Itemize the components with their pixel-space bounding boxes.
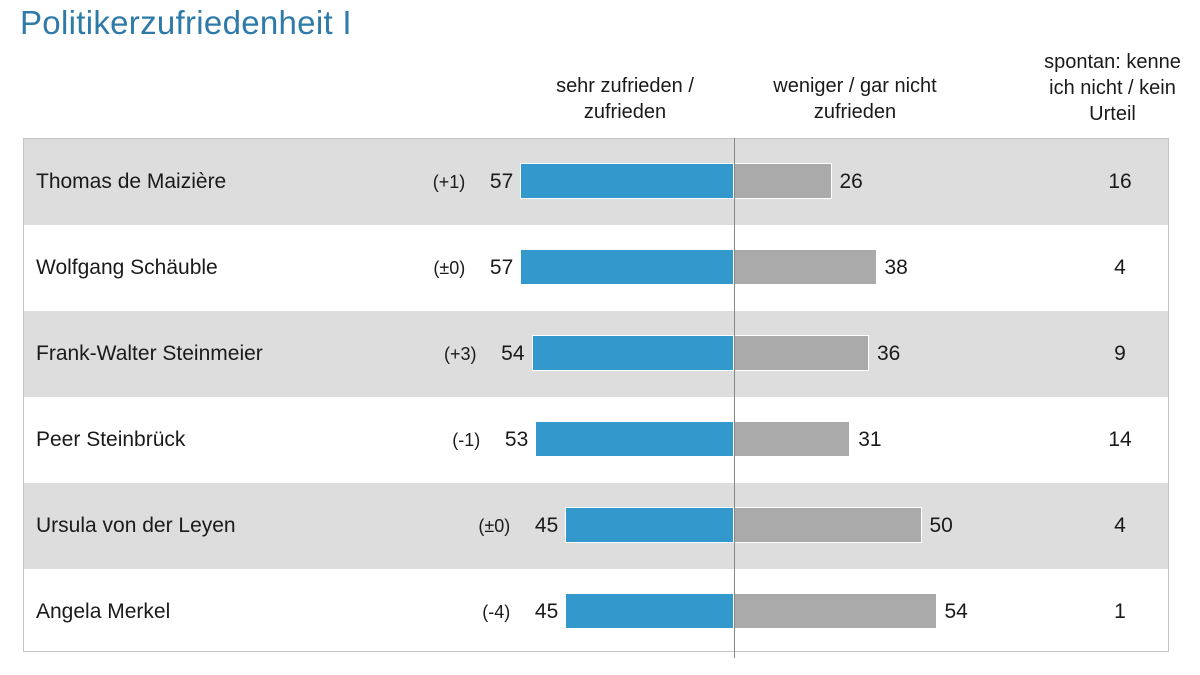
table-frame xyxy=(23,138,1169,652)
value-satisfied: 57 xyxy=(489,170,514,193)
bar-dissatisfied xyxy=(734,507,922,543)
column-header-satisfied-line2: zufrieden xyxy=(583,101,667,123)
politician-name: Frank-Walter Steinmeier xyxy=(36,342,263,365)
politician-name: Peer Steinbrück xyxy=(36,428,186,451)
column-header-dissatisfied: weniger / gar nicht zufrieden xyxy=(745,73,965,125)
table-row: Thomas de Maizière 57 (+1) 26 16 xyxy=(24,139,1168,225)
zero-axis-line xyxy=(734,138,735,658)
column-header-satisfied-line1: sehr zufrieden / xyxy=(556,75,694,97)
change-satisfied: (+3) xyxy=(443,344,477,364)
bar-dissatisfied xyxy=(734,163,832,199)
value-unknown: 9 xyxy=(1114,342,1126,365)
column-header-dissatisfied-line2: zufrieden xyxy=(813,101,897,123)
value-dissatisfied: 31 xyxy=(858,428,882,451)
bar-satisfied xyxy=(565,593,734,629)
value-dissatisfied: 50 xyxy=(929,514,953,537)
table-row: Ursula von der Leyen 45 (±0) 50 4 xyxy=(24,483,1168,569)
value-dissatisfied: 54 xyxy=(944,600,968,623)
value-unknown: 1 xyxy=(1114,600,1126,623)
column-header-unknown: spontan: kenne ich nicht / kein Urteil xyxy=(1025,49,1200,127)
column-header-unknown-line3: Urteil xyxy=(1089,103,1136,125)
value-dissatisfied: 36 xyxy=(877,342,901,365)
value-satisfied: 57 xyxy=(489,256,514,279)
table-row: Wolfgang Schäuble 57 (±0) 38 4 xyxy=(24,225,1168,311)
change-satisfied: (-1) xyxy=(452,430,481,450)
value-satisfied: 45 xyxy=(534,514,559,537)
value-satisfied: 53 xyxy=(504,428,529,451)
table-row: Angela Merkel 45 (-4) 54 1 xyxy=(24,569,1168,655)
column-header-unknown-line2: ich nicht / kein xyxy=(1049,77,1176,99)
table-row: Frank-Walter Steinmeier 54 (+3) 36 9 xyxy=(24,311,1168,397)
bar-dissatisfied xyxy=(734,421,851,457)
value-dissatisfied: 26 xyxy=(839,170,863,193)
change-satisfied: (±0) xyxy=(478,516,511,536)
value-unknown: 14 xyxy=(1108,428,1132,451)
column-header-unknown-line1: spontan: kenne xyxy=(1044,51,1181,73)
chart-title: Politikerzufriedenheit I xyxy=(20,4,352,41)
value-unknown: 4 xyxy=(1114,514,1126,537)
table-row: Peer Steinbrück 53 (-1) 31 14 xyxy=(24,397,1168,483)
change-satisfied: (-4) xyxy=(482,602,511,622)
value-unknown: 4 xyxy=(1114,256,1126,279)
value-satisfied: 54 xyxy=(501,342,525,365)
change-satisfied: (±0) xyxy=(433,258,466,278)
value-dissatisfied: 38 xyxy=(884,256,908,279)
bar-satisfied xyxy=(565,507,734,543)
bar-satisfied xyxy=(520,163,734,199)
bar-dissatisfied xyxy=(734,335,869,371)
column-header-satisfied: sehr zufrieden / zufrieden xyxy=(525,73,725,125)
bar-satisfied xyxy=(531,335,734,371)
value-unknown: 16 xyxy=(1108,170,1132,193)
bar-satisfied xyxy=(520,249,734,285)
politician-name: Thomas de Maizière xyxy=(36,170,227,193)
bar-satisfied xyxy=(535,421,734,457)
politician-name: Angela Merkel xyxy=(36,600,171,623)
value-satisfied: 45 xyxy=(534,600,559,623)
politician-name: Ursula von der Leyen xyxy=(36,514,236,537)
change-satisfied: (+1) xyxy=(432,172,466,192)
bar-dissatisfied xyxy=(734,593,937,629)
column-header-dissatisfied-line1: weniger / gar nicht xyxy=(773,75,937,97)
politician-name: Wolfgang Schäuble xyxy=(36,256,218,279)
